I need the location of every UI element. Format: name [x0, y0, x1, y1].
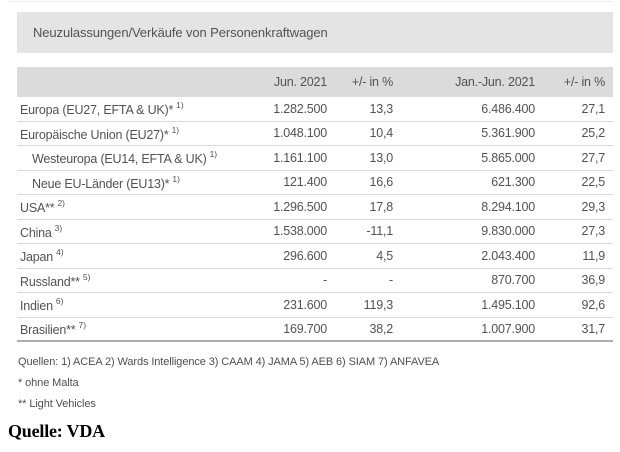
value-jun-2021: 169.700 — [283, 321, 327, 336]
region-name: Westeuropa (EU14, EFTA & UK) — [32, 152, 207, 167]
table-row: Russland** 5) - - 870.700 36,9 — [17, 269, 613, 293]
table-title-bar: Neuzulassungen/Verkäufe von Personenkraf… — [17, 12, 613, 53]
value-jun-2021: 1.282.500 — [273, 101, 327, 116]
row-region-label: Japan 4) — [17, 247, 232, 264]
table-row: Brasilien** 7) 169.700 38,2 1.007.900 31,… — [17, 318, 613, 342]
footnote-marker: 1) — [171, 124, 180, 135]
table-row: Europa (EU27, EFTA & UK)* 1) 1.282.500 13… — [17, 97, 613, 122]
footnote-marker: 1) — [172, 173, 180, 184]
row-region-label: Brasilien** 7) — [17, 320, 232, 337]
table-row: Westeuropa (EU14, EFTA & UK) 1) 1.161.100… — [17, 146, 613, 171]
value-pct-change-jan-jun: 25,2 — [581, 126, 605, 141]
value-jun-2021: 296.600 — [283, 248, 327, 263]
row-region-label: USA** 2) — [17, 198, 232, 215]
value-pct-change-jun: 13,0 — [369, 150, 393, 165]
value-jun-2021: 1.296.500 — [273, 199, 327, 214]
value-pct-change-jun: 4,5 — [376, 248, 393, 263]
footnote-marker: 5) — [82, 271, 91, 282]
footnote-marker: 4) — [56, 247, 64, 258]
region-name: Indien — [20, 299, 53, 314]
value-jun-2021: 231.600 — [283, 297, 327, 312]
footnote-marker: 7) — [78, 320, 87, 331]
column-header-jan-jun-2021: Jan.-Jun. 2021 — [455, 75, 535, 89]
footnote-marker: 6) — [55, 296, 64, 307]
column-header-jun-2021: Jun. 2021 — [273, 75, 327, 89]
value-pct-change-jun: 13,3 — [369, 101, 393, 116]
value-pct-change-jun: 10,4 — [369, 126, 393, 141]
value-jun-2021: 1.161.100 — [273, 150, 327, 165]
value-jun-2021: 1.048.100 — [273, 126, 327, 141]
table-row: Japan 4) 296.600 4,5 2.043.400 11,9 — [17, 244, 613, 269]
row-region-label: Europa (EU27, EFTA & UK)* 1) — [17, 100, 232, 117]
value-pct-change-jun: 119,3 — [363, 297, 394, 312]
value-pct-change-jan-jun: 29,3 — [581, 199, 605, 214]
value-pct-change-jan-jun: 27,7 — [581, 150, 605, 165]
table-row: China 3) 1.538.000 -11,1 9.830.000 27,3 — [17, 220, 613, 244]
value-jan-jun-2021: 1.495.100 — [481, 297, 535, 312]
value-pct-change-jan-jun: 22,5 — [581, 175, 605, 190]
footnote-marker: 3) — [54, 222, 63, 233]
region-name: China — [20, 225, 52, 240]
table-body: Europa (EU27, EFTA & UK)* 1) 1.282.500 13… — [17, 97, 613, 342]
value-jun-2021: - — [323, 273, 327, 288]
row-region-label: Westeuropa (EU14, EFTA & UK) 1) — [17, 149, 232, 166]
value-pct-change-jan-jun: 36,9 — [581, 273, 605, 288]
footnote-marker: 1) — [176, 100, 184, 111]
value-jan-jun-2021: 8.294.100 — [481, 199, 535, 214]
table-row: USA** 2) 1.296.500 17,8 8.294.100 29,3 — [17, 195, 613, 220]
table-column-header-row: Jun. 2021 +/- in % Jan.-Jun. 2021 +/- in… — [17, 67, 613, 97]
footnote-ohne-malta: * ohne Malta — [18, 377, 79, 389]
value-pct-change-jan-jun: 27,3 — [581, 224, 605, 239]
value-jun-2021: 1.538.000 — [273, 224, 327, 239]
value-jun-2021: 121.400 — [283, 175, 327, 190]
region-name: Brasilien** — [20, 323, 76, 338]
value-jan-jun-2021: 9.830.000 — [481, 224, 535, 239]
value-pct-change-jan-jun: 92,6 — [581, 297, 605, 312]
value-jan-jun-2021: 5.865.000 — [481, 150, 535, 165]
region-name: Japan — [20, 250, 54, 265]
region-name: USA** — [20, 201, 55, 216]
region-name: Neue EU-Länder (EU13)* — [32, 176, 170, 191]
region-name: Europa (EU27, EFTA & UK)* — [20, 103, 174, 118]
column-header-pct-change-jan-jun: +/- in % — [563, 75, 605, 89]
value-jan-jun-2021: 2.043.400 — [481, 248, 535, 263]
table-row: Europäische Union (EU27)* 1) 1.048.100 10… — [17, 122, 613, 146]
value-pct-change-jun: -11,1 — [366, 224, 393, 239]
region-name: Europäische Union (EU27)* — [20, 127, 169, 142]
value-jan-jun-2021: 5.361.900 — [481, 126, 535, 141]
table-row: Neue EU-Länder (EU13)* 1) 121.400 16,6 62… — [17, 171, 613, 195]
value-pct-change-jun: 16,6 — [369, 175, 393, 190]
value-pct-change-jan-jun: 31,7 — [581, 321, 605, 336]
value-pct-change-jun: 17,8 — [369, 199, 393, 214]
column-header-pct-change-jun: +/- in % — [351, 75, 393, 89]
value-jan-jun-2021: 621.300 — [491, 175, 535, 190]
region-name: Russland** — [20, 274, 80, 289]
table-row: Indien 6) 231.600 119,3 1.495.100 92,6 — [17, 293, 613, 318]
footnote-light-vehicles: ** Light Vehicles — [18, 398, 96, 410]
value-jan-jun-2021: 1.007.900 — [481, 321, 535, 336]
table-title: Neuzulassungen/Verkäufe von Personenkraf… — [33, 25, 328, 40]
footnote-sources: Quellen: 1) ACEA 2) Wards Intelligence 3… — [18, 356, 440, 368]
row-region-label: China 3) — [17, 223, 232, 240]
value-jan-jun-2021: 870.700 — [491, 273, 535, 288]
row-region-label: Russland** 5) — [17, 272, 232, 289]
row-region-label: Europäische Union (EU27)* 1) — [17, 125, 232, 142]
value-pct-change-jan-jun: 27,1 — [581, 101, 605, 116]
row-region-label: Indien 6) — [17, 296, 232, 313]
footnotes-block: Quellen: 1) ACEA 2) Wards Intelligence 3… — [18, 352, 439, 415]
row-region-label: Neue EU-Länder (EU13)* 1) — [17, 174, 232, 191]
footnote-marker: 2) — [57, 198, 65, 209]
page-top-hairline — [8, 1, 612, 2]
value-pct-change-jan-jun: 11,9 — [582, 248, 605, 263]
footnote-marker: 1) — [209, 149, 218, 160]
source-caption: Quelle: VDA — [8, 421, 105, 441]
value-pct-change-jun: - — [389, 273, 393, 288]
value-jan-jun-2021: 6.486.400 — [481, 101, 535, 116]
value-pct-change-jun: 38,2 — [369, 321, 393, 336]
